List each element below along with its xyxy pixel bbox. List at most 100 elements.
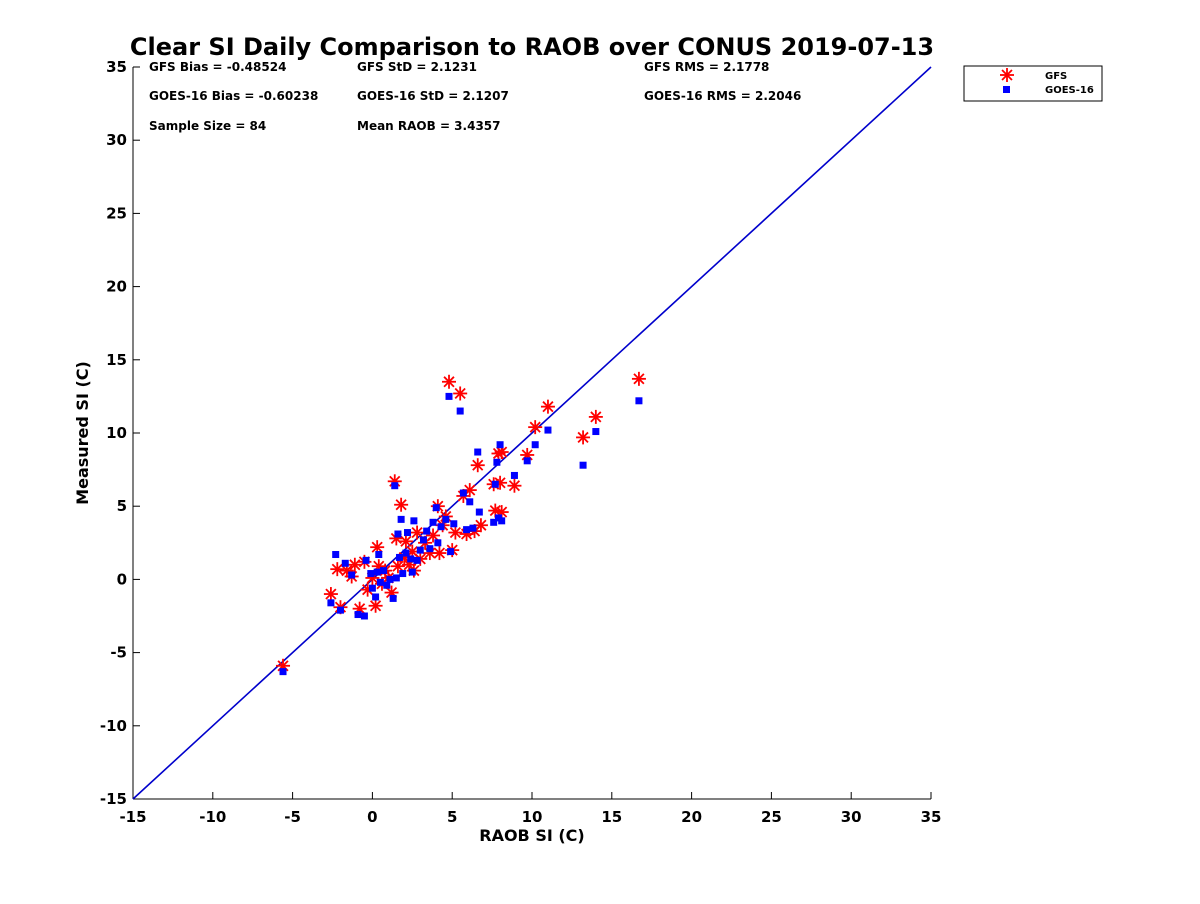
goes16-point <box>459 489 467 497</box>
goes16-bias-stat: GOES-16 Bias = -0.60238 <box>149 89 318 103</box>
goes16-point <box>531 441 539 449</box>
y-tick-label: 20 <box>106 278 127 296</box>
asterisk-stroke <box>489 505 501 517</box>
x-ticks: -15 -10 -5 0 5 10 15 20 25 30 35 <box>119 792 941 826</box>
sample-size-stat: Sample Size = 84 <box>149 119 266 133</box>
goes16-point <box>327 599 335 607</box>
y-tick-label: 25 <box>106 204 127 222</box>
goes16-point <box>389 594 397 602</box>
x-tick-label: 25 <box>761 808 782 826</box>
gfs-point <box>390 559 405 574</box>
asterisk-stroke <box>496 446 508 458</box>
goes16-point <box>474 448 482 456</box>
goes16-point <box>635 397 643 405</box>
gfs-point <box>432 546 447 561</box>
goes16-point <box>432 504 440 512</box>
goes16-point <box>397 515 405 523</box>
asterisk-stroke <box>443 376 455 388</box>
goes16-point <box>491 480 499 488</box>
gfs-bias-stat: GFS Bias = -0.48524 <box>149 60 286 74</box>
asterisk-stroke <box>1001 69 1013 81</box>
gfs-point <box>540 399 555 414</box>
asterisk-stroke <box>392 560 404 572</box>
asterisk-stroke <box>325 588 337 600</box>
goes16-point <box>402 549 410 557</box>
goes16-point <box>341 559 349 567</box>
goes16-point <box>391 482 399 490</box>
goes16-point <box>413 556 421 564</box>
x-tick-label: 10 <box>522 808 543 826</box>
goes16-point <box>496 441 504 449</box>
goes16-point <box>279 668 287 676</box>
gfs-point <box>470 458 485 473</box>
goes16-point <box>490 518 498 526</box>
goes16-point <box>416 546 424 554</box>
y-tick-label: -10 <box>100 717 127 735</box>
gfs-std-stat: GFS StD = 2.1231 <box>357 60 477 74</box>
asterisk-stroke <box>472 459 484 471</box>
asterisk-stroke <box>341 565 353 577</box>
goes16-point <box>429 518 437 526</box>
legend: GFS GOES-16 <box>963 65 1103 102</box>
gfs-point <box>330 562 345 577</box>
gfs-point <box>410 525 425 540</box>
goes16-point <box>408 568 416 576</box>
gfs-point <box>631 371 646 386</box>
goes16-point <box>399 570 407 578</box>
gfs-rms-stat: GFS RMS = 2.1778 <box>644 60 769 74</box>
goes16-point <box>407 555 415 563</box>
asterisk-stroke <box>331 563 343 575</box>
goes16-point <box>360 612 368 620</box>
goes16-point <box>447 548 455 556</box>
asterisk-stroke <box>577 431 589 443</box>
x-tick-label: 20 <box>681 808 702 826</box>
gfs-point <box>442 374 457 389</box>
goes16-point <box>426 545 434 553</box>
goes16-rms-stat: GOES-16 RMS = 2.2046 <box>644 89 801 103</box>
x-tick-label: 0 <box>367 808 377 826</box>
goes16-point <box>510 471 518 479</box>
goes16-point <box>450 520 458 528</box>
asterisk-stroke <box>633 373 645 385</box>
y-tick-label: -15 <box>100 790 127 808</box>
goes16-point <box>362 556 370 564</box>
goes16-point <box>592 428 600 436</box>
goes16-point <box>523 457 531 465</box>
chart-title: Clear SI Daily Comparison to RAOB over C… <box>130 33 934 61</box>
goes16-point <box>332 551 340 559</box>
goes16-point <box>354 611 362 619</box>
y-tick-label: 15 <box>106 351 127 369</box>
x-tick-label: -5 <box>284 808 301 826</box>
asterisk-stroke <box>590 411 602 423</box>
asterisk-stroke <box>433 547 446 559</box>
y-axis-label: Measured SI (C) <box>73 361 92 505</box>
goes16-point <box>442 515 450 523</box>
gfs-point <box>323 587 338 602</box>
legend-gfs-marker <box>1000 68 1014 82</box>
goes16-std-stat: GOES-16 StD = 2.1207 <box>357 89 509 103</box>
goes16-point <box>404 529 412 537</box>
gfs-point <box>398 534 413 549</box>
goes16-point <box>367 570 375 578</box>
gfs-point <box>588 409 603 424</box>
gfs-point <box>576 430 591 445</box>
asterisk-stroke <box>385 586 398 599</box>
gfs-point <box>347 557 362 572</box>
goes16-point <box>368 584 376 592</box>
y-tick-label: 10 <box>106 424 127 442</box>
goes16-point <box>544 426 552 434</box>
goes16-point <box>463 526 471 534</box>
legend-goes16-marker <box>1003 86 1010 93</box>
goes16-point <box>423 527 431 535</box>
x-tick-label: 15 <box>601 808 622 826</box>
asterisk-stroke <box>508 480 521 492</box>
legend-goes16-label: GOES-16 <box>1045 85 1094 96</box>
x-tick-label: 35 <box>921 808 942 826</box>
goes16-point <box>336 606 344 614</box>
goes16-point <box>392 574 400 582</box>
y-tick-label: -5 <box>110 644 127 662</box>
y-tick-label: 35 <box>106 58 127 76</box>
mean-raob-stat: Mean RAOB = 3.4357 <box>357 119 501 133</box>
legend-gfs-asterisk <box>1000 68 1014 82</box>
